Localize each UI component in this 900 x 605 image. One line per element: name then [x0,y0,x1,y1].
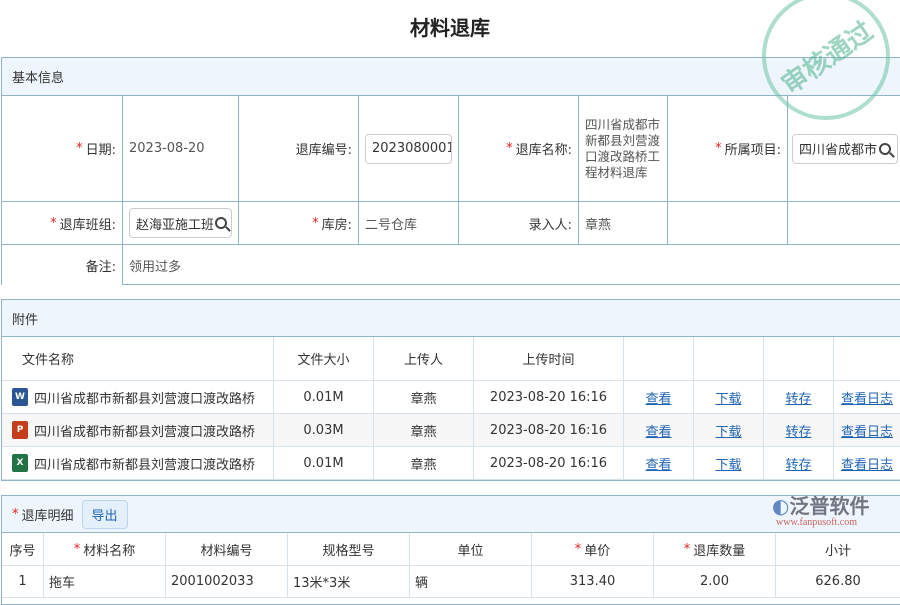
action-cell: 下载 [694,381,764,414]
warehouse-label: * 库房: [239,202,359,245]
brand-logo-icon: ◐ [772,494,790,518]
code-input[interactable]: 2023080001 [365,133,452,164]
column-header: 小计 [776,533,900,566]
download-link[interactable]: 下载 [715,424,742,440]
file-name-cell: X 四川省成都市新都县刘营渡口渡改路桥 [2,447,274,480]
file-uploader: 章燕 [374,414,474,447]
action-cell: 查看 [624,414,694,447]
table-cell: 2001002033 [166,566,288,598]
team-picker[interactable]: 赵海亚施工班 [129,208,232,238]
file-name-cell: P 四川省成都市新都县刘营渡口渡改路桥 [2,414,274,447]
warehouse-value: 二号仓库 [359,202,459,245]
column-header [694,337,764,381]
stamp-text: 审核通过 [776,15,879,101]
name-value: 四川省成都市新都县刘营渡口渡改路桥工程材料退库 [579,96,668,202]
column-header: 规格型号 [288,533,410,566]
view-log-link[interactable]: 查看日志 [840,391,893,407]
project-label: * 所属项目: [668,96,788,202]
column-header [764,337,834,381]
entry-label: 录入人: [459,202,579,245]
save-link[interactable]: 转存 [785,391,812,407]
date-label: * 日期: [2,96,123,202]
file-name: 四川省成都市新都县刘营渡口渡改路桥 [34,424,256,440]
search-icon[interactable] [879,142,892,155]
column-header: 上传人 [374,337,474,381]
column-header: 文件名称 [2,337,274,381]
file-name: 四川省成都市新都县刘营渡口渡改路桥 [34,391,256,407]
column-header [624,337,694,381]
table-cell: 1 [2,566,44,598]
save-link[interactable]: 转存 [785,424,812,440]
column-header: 上传时间 [474,337,624,381]
section-header: * 退库明细 导出 [2,496,900,533]
remark-value: 领用过多 [129,259,182,275]
action-cell: 查看日志 [834,381,900,414]
action-cell: 查看 [624,381,694,414]
file-name-cell: W 四川省成都市新都县刘营渡口渡改路桥 [2,381,274,414]
view-link[interactable]: 查看 [645,457,672,473]
action-cell: 转存 [764,381,834,414]
page-title: 材料退库 [410,16,490,40]
section-header: 附件 [2,300,900,337]
code-label: 退库编号: [239,96,359,202]
date-value: 2023-08-20 [123,96,239,202]
column-header [834,337,900,381]
team-label: * 退库班组: [2,202,123,245]
word-file-icon: W [12,388,28,406]
table-cell: 2.00 [654,566,776,598]
file-time: 2023-08-20 16:16 [474,414,624,447]
view-log-link[interactable]: 查看日志 [840,457,893,473]
view-log-link[interactable]: 查看日志 [840,424,893,440]
column-header: 序号 [2,533,44,566]
file-uploader: 章燕 [374,447,474,480]
detail-section: * 退库明细 导出 序号 * 材料名称 材料编号 规格型号 单位 * 单价 * 退库数量 小计 1 拖车 2… [1,495,900,605]
view-link[interactable]: 查看 [645,391,672,407]
file-time: 2023-08-20 16:16 [474,381,624,414]
file-size: 0.03M [274,414,374,447]
action-cell: 下载 [694,414,764,447]
download-link[interactable]: 下载 [715,457,742,473]
basic-info-section: 基本信息 * 日期: 2023-08-20 退库编号: 2023080001 * 退… [1,57,900,285]
table-cell: 313.40 [532,566,654,598]
action-cell: 转存 [764,447,834,480]
file-size: 0.01M [274,381,374,414]
ppt-file-icon: P [12,421,28,439]
file-size: 0.01M [274,447,374,480]
table-cell: 辆 [410,566,532,598]
action-cell: 查看 [624,447,694,480]
file-time: 2023-08-20 16:16 [474,447,624,480]
table-cell: 626.80 [776,566,900,598]
search-icon[interactable] [215,217,227,229]
name-label: * 退库名称: [459,96,579,202]
save-link[interactable]: 转存 [785,457,812,473]
column-header: 文件大小 [274,337,374,381]
file-uploader: 章燕 [374,381,474,414]
excel-file-icon: X [12,454,28,472]
view-link[interactable]: 查看 [645,424,672,440]
brand-watermark: ◐泛普软件 www.fanpusoft.com [772,494,870,528]
action-cell: 查看日志 [834,447,900,480]
attachments-section: 附件 文件名称 文件大小 上传人 上传时间 W 四川省成都市新都县刘营渡口渡改路桥 0.01… [1,299,900,481]
column-header: 单位 [410,533,532,566]
file-name: 四川省成都市新都县刘营渡口渡改路桥 [34,457,256,473]
action-cell: 转存 [764,414,834,447]
column-header: * 退库数量 [654,533,776,566]
column-header: 材料编号 [166,533,288,566]
project-picker[interactable]: 四川省成都市 [792,133,898,164]
section-header: 基本信息 [2,58,900,96]
export-button[interactable]: 导出 [81,499,128,529]
action-cell: 下载 [694,447,764,480]
remark-label: 备注: [2,245,123,285]
table-cell: 拖车 [44,566,166,598]
column-header: * 单价 [532,533,654,566]
download-link[interactable]: 下载 [715,391,742,407]
column-header: * 材料名称 [44,533,166,566]
table-cell: 13米*3米 [288,566,410,598]
entry-value: 章燕 [579,202,668,245]
action-cell: 查看日志 [834,414,900,447]
